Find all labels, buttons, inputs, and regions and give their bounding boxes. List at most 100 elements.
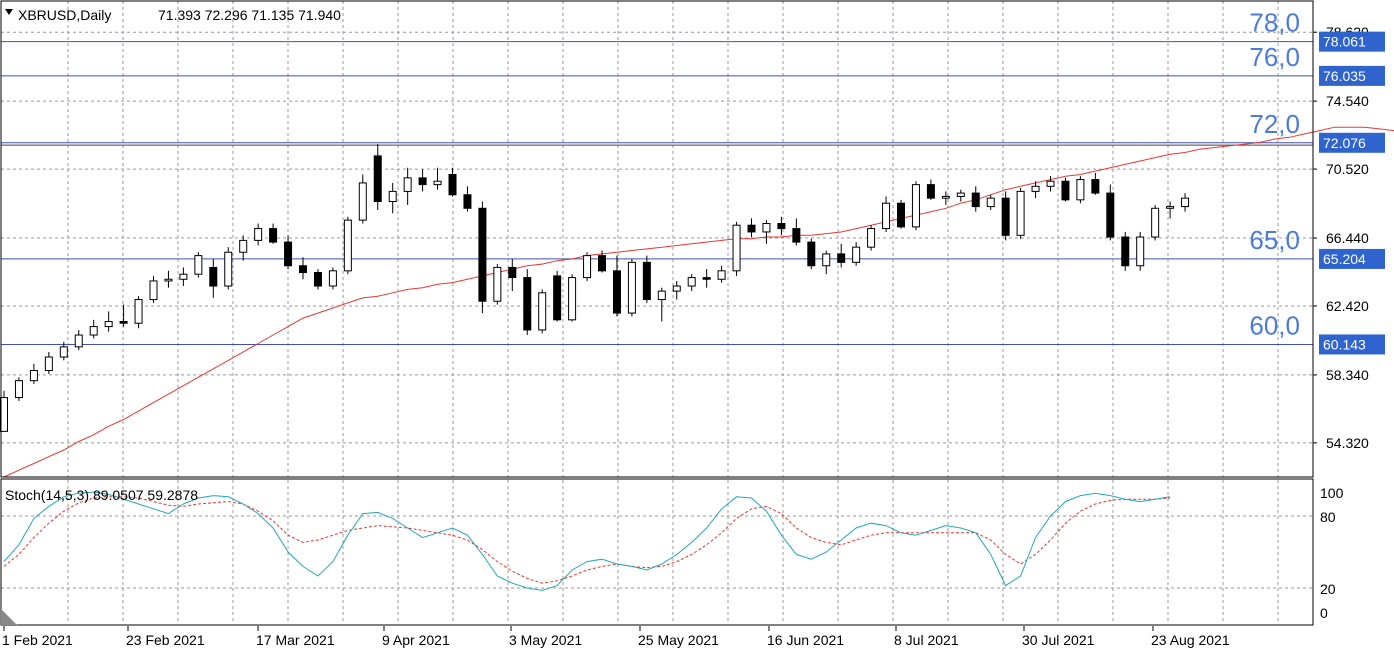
time-tick-label: 9 Apr 2021 bbox=[382, 632, 450, 648]
time-tick-label: 23 Aug 2021 bbox=[1151, 632, 1230, 648]
candle-down bbox=[418, 177, 427, 186]
price-tick-label: 66.440 bbox=[1326, 230, 1369, 246]
candle-up bbox=[493, 266, 502, 302]
candle-down bbox=[1106, 192, 1115, 238]
dropdown-triangle-icon[interactable] bbox=[5, 9, 13, 15]
candle-down bbox=[553, 275, 562, 321]
candle-down bbox=[807, 241, 816, 267]
candle-up bbox=[882, 202, 891, 230]
time-tick-label: 23 Feb 2021 bbox=[126, 632, 205, 648]
candle-down bbox=[523, 277, 532, 331]
candle-down bbox=[448, 173, 457, 196]
stochastic-tick-label: 20 bbox=[1320, 581, 1336, 597]
candle-up bbox=[867, 228, 876, 248]
level-tag-text: 72.076 bbox=[1323, 135, 1366, 151]
candle-down bbox=[269, 228, 278, 243]
candle-up bbox=[1046, 180, 1055, 187]
candle-down bbox=[478, 207, 487, 302]
candle-down bbox=[971, 192, 980, 208]
stochastic-axis: 100 80 20 0 bbox=[1320, 485, 1344, 621]
stochastic-lines bbox=[3, 491, 1171, 591]
stochastic-panel-frame bbox=[0, 478, 1314, 626]
scroll-corner-icon bbox=[1, 609, 17, 625]
stochastic-signal-line bbox=[3, 496, 1171, 584]
time-tick-label: 25 May 2021 bbox=[638, 632, 719, 648]
candle-up bbox=[538, 292, 547, 331]
candle-up bbox=[1031, 185, 1040, 192]
candle-up bbox=[762, 223, 771, 233]
candle-down bbox=[373, 155, 382, 203]
price-level-tags: 78.061 76.035 72.076 65.204 60.143 bbox=[1319, 31, 1385, 355]
candle-up bbox=[1076, 179, 1085, 201]
symbol-label: XBRUSD,Daily bbox=[18, 7, 111, 23]
candle-down bbox=[777, 223, 786, 230]
stochastic-tick-label: 100 bbox=[1320, 485, 1344, 501]
level-tag-box bbox=[1319, 132, 1385, 153]
candle-up bbox=[388, 190, 397, 203]
candle-up bbox=[194, 255, 203, 275]
candle-down bbox=[313, 272, 322, 287]
candle-up bbox=[1136, 236, 1145, 267]
stochastic-grid bbox=[0, 480, 1313, 624]
candle-up bbox=[1016, 190, 1025, 236]
candlestick-series bbox=[0, 144, 1190, 432]
price-tick-label: 70.520 bbox=[1326, 161, 1369, 177]
candle-down bbox=[926, 184, 935, 199]
level-tag-text: 78.061 bbox=[1323, 34, 1366, 50]
candle-up bbox=[224, 251, 233, 287]
candle-up bbox=[239, 239, 248, 253]
level-label: 78,0 bbox=[1249, 8, 1300, 38]
level-tag-text: 76.035 bbox=[1323, 68, 1366, 84]
candle-up bbox=[956, 192, 965, 197]
candle-down bbox=[1001, 197, 1010, 236]
time-tick-label: 30 Jul 2021 bbox=[1022, 632, 1095, 648]
price-tick-label: 54.320 bbox=[1326, 435, 1369, 451]
candle-up bbox=[433, 180, 442, 186]
level-tag-text: 65.204 bbox=[1323, 251, 1366, 267]
candle-up bbox=[583, 255, 592, 279]
price-tick-label: 74.540 bbox=[1326, 93, 1369, 109]
ohlc-values: 71.393 72.296 71.135 71.940 bbox=[158, 7, 341, 23]
time-tick-label: 1 Feb 2021 bbox=[2, 632, 73, 648]
level-tag-box bbox=[1319, 31, 1385, 52]
level-tag-box bbox=[1319, 65, 1385, 86]
level-tag-box bbox=[1319, 334, 1385, 355]
candle-up bbox=[1181, 197, 1190, 208]
candle-down bbox=[702, 277, 711, 280]
candle-up bbox=[179, 273, 188, 280]
level-label: 72,0 bbox=[1249, 109, 1300, 139]
price-tick-label: 58.340 bbox=[1326, 367, 1369, 383]
main-panel-frame bbox=[0, 0, 1314, 478]
price-tick-label: 62.420 bbox=[1326, 298, 1369, 314]
time-axis: 1 Feb 2021 23 Feb 2021 17 Mar 2021 9 Apr 20… bbox=[2, 626, 1230, 648]
candle-down bbox=[299, 265, 307, 274]
candle-up bbox=[74, 334, 83, 348]
level-tag-text: 60.143 bbox=[1323, 336, 1366, 352]
candle-up bbox=[568, 277, 577, 321]
candle-down bbox=[612, 270, 621, 314]
candle-down bbox=[284, 241, 293, 267]
candle-up bbox=[852, 246, 861, 263]
candle-down bbox=[642, 261, 651, 301]
candle-up bbox=[59, 346, 68, 358]
candle-up bbox=[29, 370, 38, 382]
time-tick-label: 16 Jun 2021 bbox=[767, 632, 844, 648]
candle-up bbox=[328, 270, 337, 287]
candle-down bbox=[598, 255, 606, 272]
candle-down bbox=[837, 253, 846, 263]
level-label: 76,0 bbox=[1249, 42, 1300, 72]
candle-up bbox=[0, 397, 8, 432]
candle-down bbox=[119, 321, 128, 324]
stochastic-tick-label: 0 bbox=[1320, 605, 1328, 621]
price-level-lines: 78,0 76,0 72,0 65,0 60,0 bbox=[1, 8, 1313, 345]
candle-down bbox=[897, 202, 905, 228]
candle-up bbox=[687, 277, 696, 287]
candle-down bbox=[792, 228, 801, 243]
candle-up bbox=[403, 177, 412, 192]
candle-up bbox=[941, 195, 950, 199]
main-price-grid bbox=[0, 1, 1313, 477]
candle-up bbox=[343, 219, 352, 272]
stochastic-tick-label: 80 bbox=[1320, 509, 1336, 525]
candle-down bbox=[209, 266, 218, 287]
level-tag-box bbox=[1319, 248, 1385, 269]
